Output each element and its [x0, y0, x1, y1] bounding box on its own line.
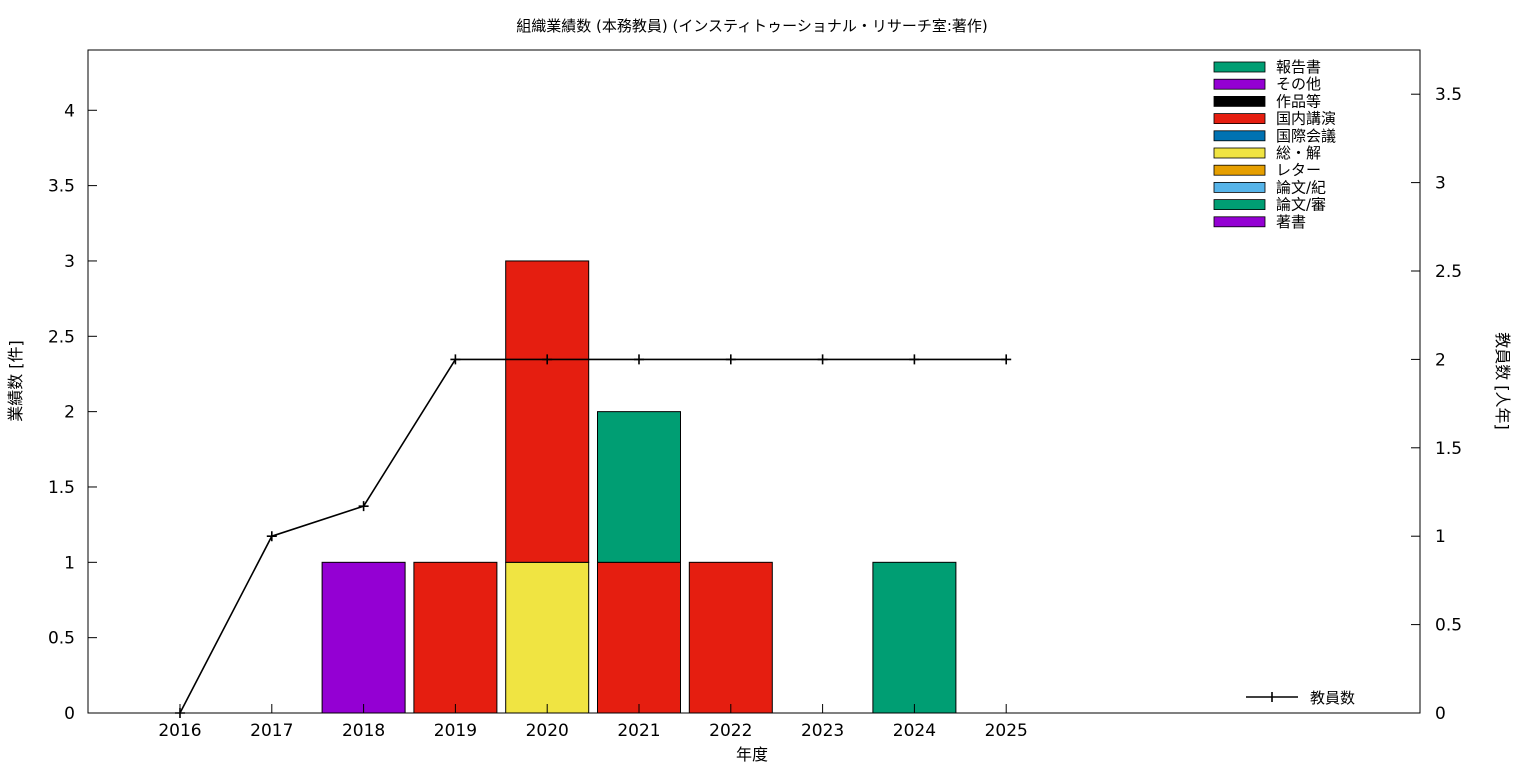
- faculty-point: [909, 354, 920, 365]
- x-tick-label: 2020: [526, 721, 569, 741]
- bar-segment: [505, 561, 590, 714]
- faculty-point: [1001, 354, 1012, 365]
- legend-label: レター: [1276, 161, 1321, 179]
- y-tick-label: 0.5: [48, 629, 75, 649]
- legend-label: 論文/審: [1276, 196, 1326, 214]
- legend-swatch: [1213, 216, 1266, 228]
- legend-swatch: [1213, 130, 1266, 142]
- faculty-point: [634, 354, 644, 365]
- x-axis-label: 年度: [736, 745, 768, 764]
- y-tick-label: 1.5: [48, 478, 75, 498]
- legend-swatch: [1213, 96, 1266, 107]
- legend-label: 著書: [1276, 213, 1306, 231]
- bar-segment: [688, 561, 773, 714]
- y2-tick-label: 1.5: [1435, 439, 1462, 459]
- y-tick-label: 3.5: [48, 177, 75, 197]
- y2-tick-label: 0: [1435, 704, 1446, 724]
- y-tick-label: 0: [64, 704, 75, 724]
- chart-title: 組織業績数 (本務教員) (インスティトゥーショナル・リサーチ室:著作): [516, 17, 988, 35]
- faculty-point: [358, 501, 369, 512]
- faculty-point: [725, 354, 736, 365]
- x-tick-label: 2016: [158, 721, 201, 741]
- faculty-line-layer: [175, 354, 1012, 718]
- y2-tick-label: 3.5: [1435, 85, 1462, 105]
- y2-tick-label: 2.5: [1435, 262, 1462, 282]
- y2-tick-label: 1: [1435, 527, 1446, 547]
- legend-swatch: [1213, 61, 1266, 73]
- x-tick-label: 2025: [985, 721, 1028, 741]
- y2-tick-label: 2: [1435, 350, 1446, 370]
- legend-line-label: 教員数: [1310, 689, 1355, 707]
- y-tick-label: 1: [64, 553, 75, 573]
- x-tick-label: 2022: [709, 721, 752, 741]
- legend-label: 報告書: [1276, 58, 1321, 76]
- x-tick-label: 2018: [342, 721, 385, 741]
- y2-axis-label: 教員数 [人年]: [1493, 332, 1512, 430]
- faculty-point: [542, 354, 553, 365]
- bar-segment: [597, 561, 681, 714]
- bar-segment: [321, 561, 406, 714]
- bar-segment: [597, 411, 681, 563]
- faculty-point: [450, 354, 461, 365]
- y-tick-label: 3: [64, 252, 75, 272]
- y-tick-label: 2: [64, 403, 75, 423]
- faculty-point: [817, 354, 828, 365]
- y-tick-label: 4: [64, 101, 75, 121]
- x-tick-label: 2021: [617, 721, 660, 741]
- y-tick-label: 2.5: [48, 327, 75, 347]
- legend-label: 国際会議: [1276, 127, 1336, 145]
- x-tick-label: 2019: [434, 721, 477, 741]
- y2-tick-label: 3: [1435, 174, 1446, 194]
- legend-swatch: [1213, 78, 1266, 90]
- faculty-point: [266, 531, 277, 542]
- bar-segment: [413, 561, 498, 714]
- x-tick-label: 2023: [801, 721, 844, 741]
- bar-segment: [872, 561, 957, 714]
- bars-layer: [321, 260, 957, 714]
- legend-label: 総・解: [1276, 144, 1321, 162]
- legend-label: その他: [1276, 75, 1321, 93]
- faculty-line: [179, 358, 1007, 714]
- ticks-layer: 0 0.5 1 1.5 2 2.5 3 3.5 4 0 0.5 1 1.5 2 2.5 3 3.5 2016 201…: [48, 85, 1462, 741]
- bar-segment: [505, 260, 590, 563]
- legend-swatch: [1213, 147, 1266, 159]
- legend-swatch: [1213, 164, 1266, 176]
- legend-swatch: [1213, 181, 1266, 193]
- legend-label: 論文/紀: [1276, 178, 1326, 196]
- x-tick-label: 2017: [250, 721, 293, 741]
- y-axis-label: 業績数 [件]: [6, 340, 25, 422]
- y2-tick-label: 0.5: [1435, 616, 1462, 636]
- legend-swatch: [1213, 199, 1266, 211]
- legend-label: 作品等: [1276, 92, 1321, 110]
- legend-swatch: [1213, 113, 1266, 124]
- legend-label: 国内講演: [1276, 110, 1336, 128]
- x-tick-label: 2024: [893, 721, 936, 741]
